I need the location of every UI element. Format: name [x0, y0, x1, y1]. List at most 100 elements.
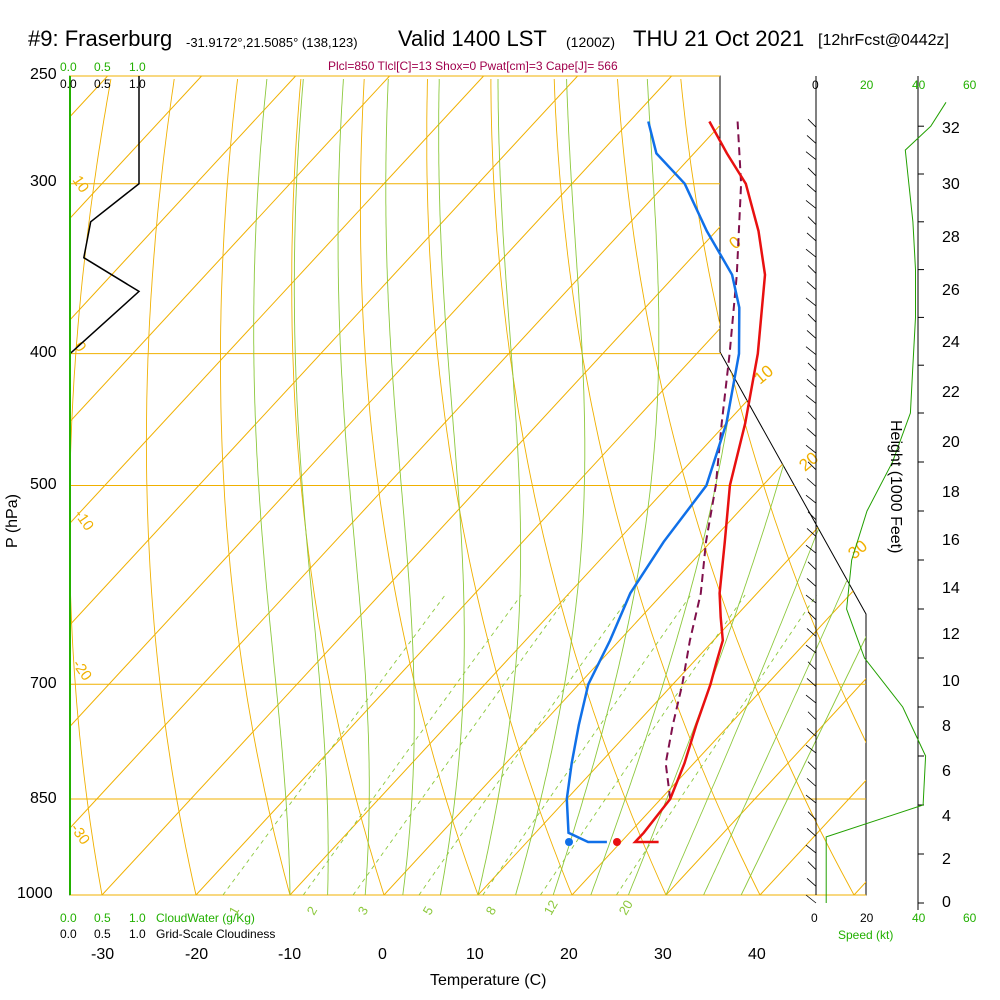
isotherm-line — [70, 76, 766, 895]
cloudiness-tick: 1.0 — [129, 77, 146, 91]
station-coords: -31.9172°,21.5085° (138,123) — [186, 35, 358, 50]
dry-adiabat — [220, 78, 291, 895]
wind-speed-profile — [825, 102, 947, 903]
wind-barb — [807, 661, 817, 671]
dry-adiabat — [553, 78, 761, 895]
isotherm-line — [70, 76, 672, 895]
surface-temperature-dot — [613, 838, 621, 846]
wind-barb — [807, 811, 817, 820]
wind-barb — [806, 778, 817, 787]
dry-adiabat — [291, 78, 385, 895]
wind-barb — [805, 544, 817, 554]
temperature-tick: 20 — [560, 946, 578, 963]
height-tick: 24 — [942, 334, 960, 351]
wind-barb — [807, 711, 817, 721]
dry-adiabat — [617, 78, 855, 895]
moist-adiabat — [337, 78, 370, 895]
cloudwater-tick: 0.5 — [94, 911, 111, 925]
dry-adiabat — [426, 78, 573, 895]
wind-barb — [806, 628, 817, 637]
moist-adiabat — [740, 78, 866, 895]
dry-adiabat — [680, 78, 866, 895]
mixing-ratio-label: 20 — [616, 897, 636, 917]
wind-barb — [805, 894, 817, 904]
sounding-parameters: Plcl=850 Tlcl[C]=13 Shox=0 Pwat[cm]=3 Ca… — [328, 59, 618, 73]
speed-tick: 0 — [812, 78, 819, 92]
height-tick: 28 — [942, 229, 960, 246]
dewpoint-profile — [565, 121, 741, 844]
wind-barb — [807, 313, 817, 323]
temperature-profile — [632, 120, 767, 844]
wind-barb — [807, 216, 817, 225]
isotherm-label: 20 — [795, 448, 822, 475]
mixing-ratio-line — [222, 594, 446, 895]
height-tick: 18 — [942, 484, 960, 501]
speed-tick: 40 — [912, 78, 926, 92]
isotherm-line — [70, 76, 484, 895]
cloudiness-label: Grid-Scale Cloudiness — [156, 927, 276, 941]
temperature-tick: 10 — [466, 946, 484, 963]
speed-tick: 20 — [860, 78, 874, 92]
height-tick: 8 — [942, 718, 951, 735]
mixing-ratio-line — [616, 594, 817, 895]
wind-barb — [807, 611, 817, 621]
temperature-tick: 40 — [748, 946, 766, 963]
height-tick: 2 — [942, 851, 951, 868]
adiabat-edge-label: -10 — [71, 507, 97, 535]
moist-adiabat — [627, 79, 847, 895]
adiabat-edge-label: 0 — [71, 339, 90, 356]
cloudiness-tick: 1.0 — [129, 927, 146, 941]
wind-barb — [805, 594, 817, 604]
cloudiness-tick: 0.5 — [94, 77, 111, 91]
pressure-tick: 400 — [30, 344, 57, 361]
wind-barb — [806, 578, 817, 587]
wind-barb — [807, 561, 817, 571]
wind-barb — [806, 428, 817, 437]
speed-tick: 60 — [963, 911, 977, 925]
pressure-tick: 300 — [30, 173, 57, 190]
dry-adiabat — [145, 78, 197, 895]
mixing-ratio-label: 3 — [355, 904, 372, 918]
height-tick: 26 — [942, 282, 960, 299]
height-tick: 20 — [942, 434, 960, 451]
wind-barb — [807, 861, 817, 870]
isotherm-line — [853, 76, 866, 895]
wind-barb — [805, 644, 817, 654]
moist-adiabat — [438, 79, 465, 895]
wind-barb — [805, 844, 817, 854]
station-title: #9: Fraserburg — [28, 26, 173, 51]
cloudiness-tick: 0.0 — [60, 927, 77, 941]
wind-barb — [806, 728, 817, 737]
mixing-ratio-line — [482, 594, 692, 895]
wind-barb — [805, 494, 817, 504]
height-tick: 0 — [942, 894, 951, 911]
forecast-hour: [12hrFcst@0442z] — [818, 32, 949, 49]
wind-barb — [806, 528, 817, 537]
mixing-ratio-label: 12 — [541, 897, 561, 917]
wind-barb — [806, 330, 817, 339]
isotherm-line — [70, 76, 390, 895]
wind-barb — [806, 828, 817, 837]
moist-adiabat — [477, 79, 522, 895]
utc-time: (1200Z) — [566, 34, 616, 50]
wind-barb — [806, 281, 817, 290]
wind-barb — [806, 678, 817, 687]
dry-adiabat — [359, 78, 479, 895]
temperature-tick: -10 — [278, 946, 302, 963]
height-tick: 14 — [942, 580, 960, 597]
wind-barb — [805, 694, 817, 704]
parcel-path — [664, 121, 743, 800]
cloudiness-profile — [69, 76, 141, 355]
wind-barb — [805, 200, 817, 209]
cloudwater-tick: 1.0 — [129, 911, 146, 925]
mixing-ratio-line — [418, 594, 631, 895]
adiabat-edge-label: -20 — [69, 657, 95, 685]
dry-adiabat — [743, 78, 866, 895]
temperature-axis-label: Temperature (C) — [430, 972, 547, 989]
wind-barb — [807, 511, 817, 521]
cloudwater-tick: 0.5 — [94, 60, 111, 74]
moist-adiabat — [385, 78, 415, 895]
height-tick: 32 — [942, 120, 960, 137]
wind-barb — [807, 761, 817, 771]
